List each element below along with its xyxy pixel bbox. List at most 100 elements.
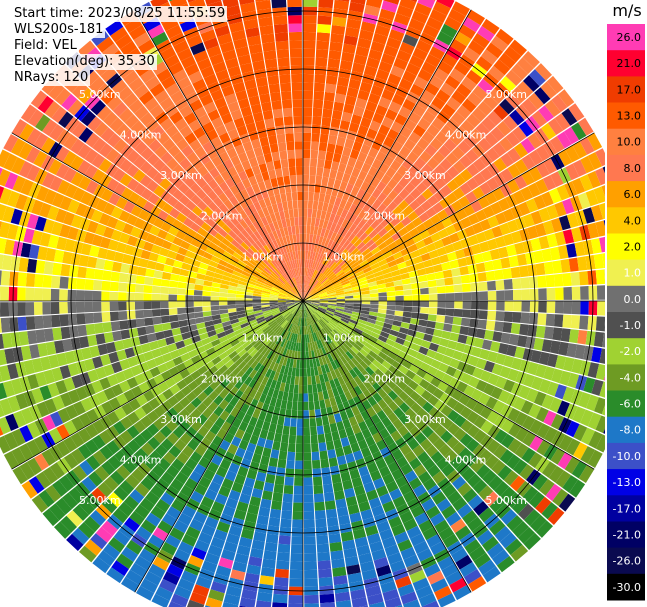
radar-gate	[318, 253, 324, 263]
radar-gate	[541, 394, 555, 410]
radar-gate	[460, 419, 474, 433]
radar-gate	[207, 201, 219, 212]
radar-gate	[281, 309, 289, 315]
radar-gate	[214, 25, 230, 38]
radar-gate	[241, 325, 251, 332]
radar-gate	[213, 185, 224, 197]
radar-gate	[341, 218, 349, 228]
radar-gate	[344, 138, 355, 149]
radar-gate	[78, 127, 94, 143]
radar-gate	[354, 178, 364, 189]
radar-gate	[373, 324, 383, 331]
radar-gate	[281, 310, 290, 316]
radar-gate	[279, 276, 286, 284]
radar-gate	[220, 170, 231, 182]
radar-gate	[111, 229, 123, 242]
radar-gate	[283, 321, 290, 330]
radar-gate	[217, 33, 233, 46]
radar-gate	[180, 352, 191, 363]
radar-gate	[292, 401, 298, 411]
radar-gate	[70, 337, 81, 350]
radar-gate	[336, 235, 344, 245]
radar-gate	[331, 205, 339, 215]
radar-gate	[135, 196, 148, 209]
radar-gate	[391, 449, 404, 461]
radar-gate	[395, 575, 412, 589]
radar-gate	[196, 273, 206, 280]
radar-gate	[602, 166, 605, 174]
radar-gate	[421, 130, 435, 144]
radar-gate	[297, 267, 301, 277]
radar-gate	[303, 301, 306, 310]
radar-gate	[37, 95, 54, 114]
radar-gate	[225, 347, 235, 356]
radar-gate	[316, 244, 321, 253]
radar-gate	[562, 229, 575, 244]
radar-gate	[232, 251, 242, 260]
radar-gate	[255, 120, 266, 131]
radar-gate	[237, 245, 247, 254]
radar-gate	[303, 368, 307, 377]
radar-gate	[20, 345, 32, 361]
radar-gate	[162, 388, 174, 400]
radar-gate	[194, 146, 207, 159]
radar-gate	[395, 305, 404, 312]
radar-gate	[394, 310, 404, 317]
radar-gate	[357, 372, 367, 383]
radar-gate	[388, 401, 399, 412]
radar-gate	[408, 477, 423, 490]
radar-gate	[135, 284, 144, 293]
radar-gate	[375, 254, 386, 263]
radar-gate	[371, 188, 382, 199]
radar-gate	[346, 564, 361, 575]
radar-gate	[320, 382, 327, 392]
radar-gate	[359, 348, 369, 357]
radar-gate	[278, 237, 285, 246]
radar-gate	[449, 577, 467, 593]
radar-gate	[424, 144, 438, 157]
radar-gate	[249, 434, 259, 445]
radar-gate	[395, 301, 404, 306]
radar-gate	[218, 259, 228, 267]
radar-gate	[390, 375, 401, 385]
radar-gate	[134, 301, 144, 310]
radar-gate	[212, 61, 227, 74]
radar-gate	[587, 132, 603, 151]
radar-gate	[186, 498, 200, 511]
radar-gate	[0, 187, 12, 205]
radar-gate	[100, 66, 117, 83]
radar-gate	[349, 2, 365, 13]
radar-gate	[176, 451, 190, 465]
radar-gate	[503, 379, 515, 393]
radar-gate	[390, 121, 404, 134]
radar-gate	[0, 237, 7, 254]
radar-gate	[322, 390, 330, 400]
radar-gate	[482, 566, 501, 583]
radar-gate	[201, 183, 213, 195]
colorbar-cell	[607, 181, 645, 208]
radar-gate	[402, 359, 413, 370]
radar-gate	[322, 202, 329, 212]
radar-gate	[565, 420, 580, 438]
radar-gate	[374, 223, 384, 234]
radar-gate	[396, 503, 410, 516]
radar-gate	[329, 541, 343, 552]
colorbar-cell	[607, 259, 645, 287]
radar-gate	[412, 104, 426, 118]
radar-gate	[303, 469, 313, 478]
radar-gate	[345, 268, 354, 276]
radar-gate	[224, 403, 235, 414]
radar-gate	[97, 550, 116, 567]
radar-gate	[108, 397, 121, 411]
colorbar-cell	[607, 285, 645, 313]
radar-gate	[97, 247, 108, 259]
radar-gate	[303, 301, 306, 310]
radar-gate	[345, 453, 355, 464]
radar-gate	[310, 269, 315, 278]
radar-gate	[227, 65, 242, 77]
radar-gate	[513, 289, 522, 301]
radar-gate	[344, 305, 354, 309]
radar-gate	[365, 273, 375, 280]
radar-gate	[282, 391, 289, 401]
radar-gate	[306, 308, 311, 317]
